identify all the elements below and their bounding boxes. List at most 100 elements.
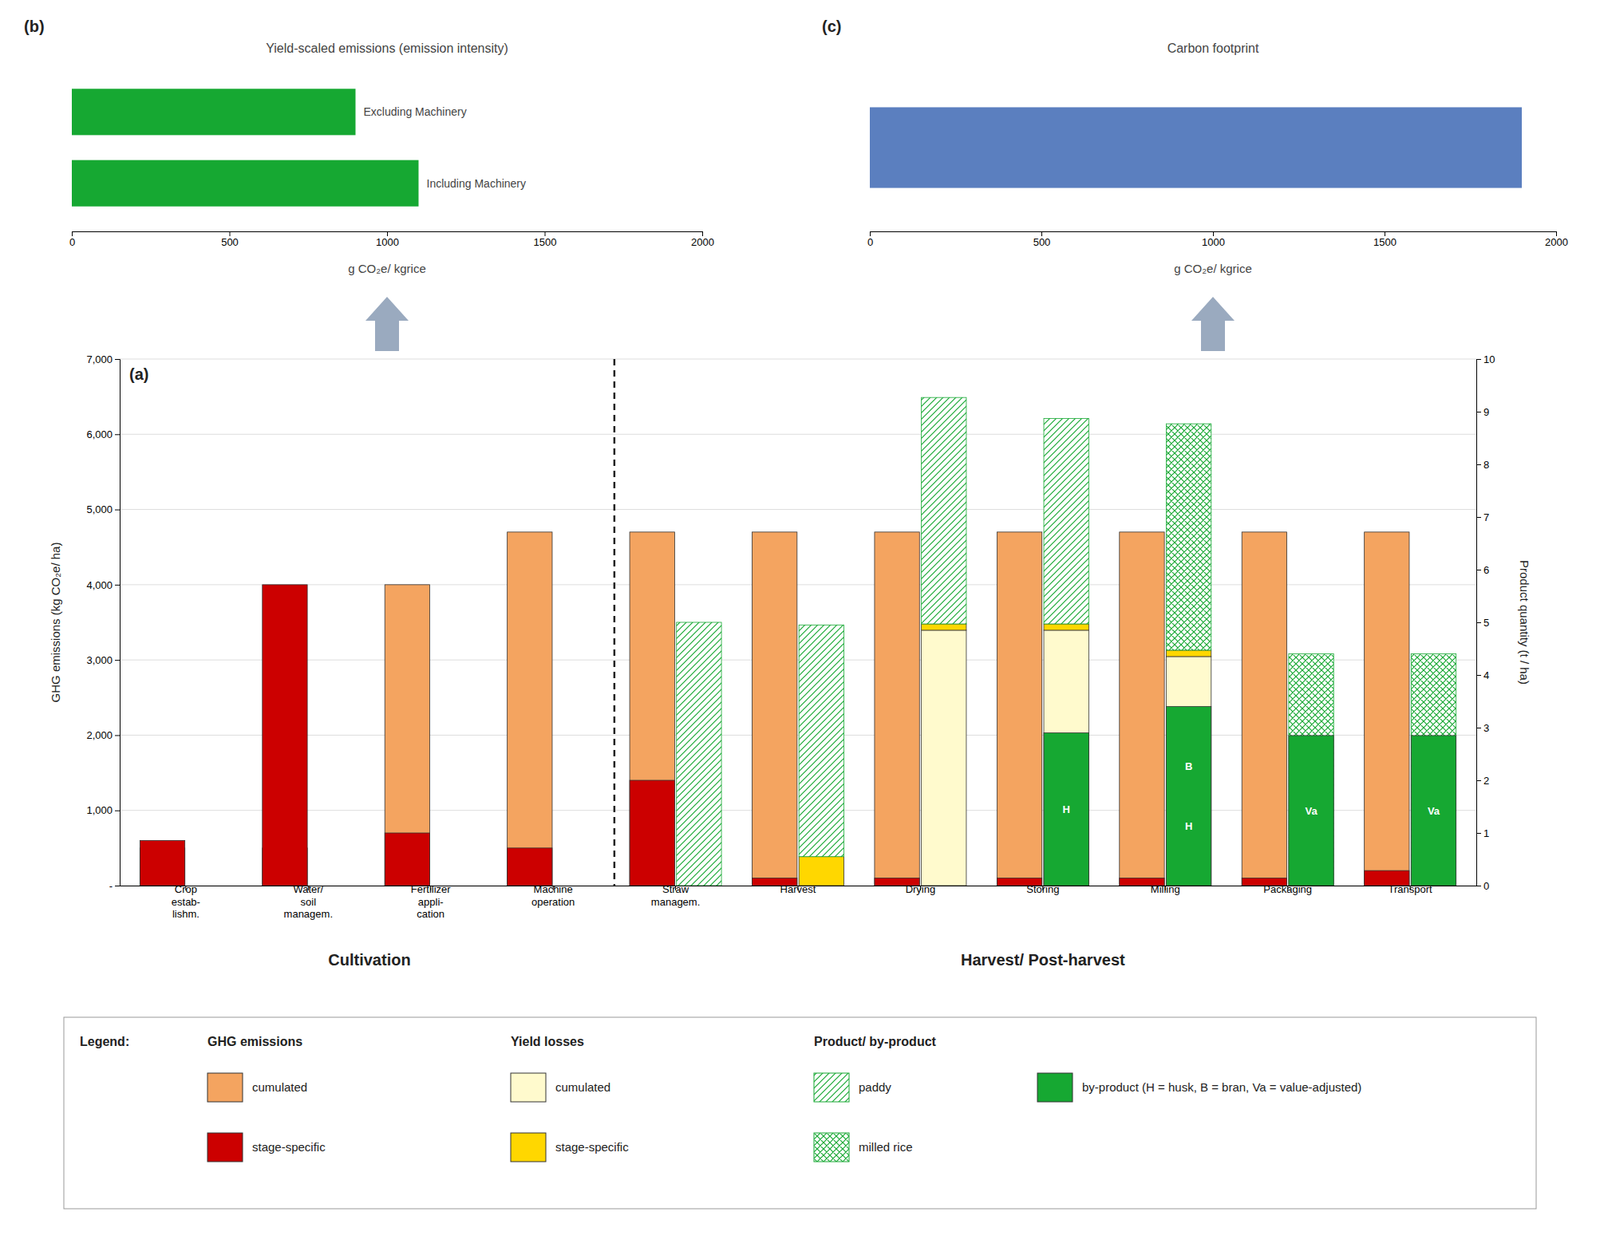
tick-label: Drying [905,883,937,896]
tick-label-line: Drying [905,883,937,896]
tick: 1500 [1373,231,1397,249]
tick-mark [114,584,120,586]
bar [1119,532,1165,886]
tick-label: 6,000 [86,428,113,441]
legend-swatch [207,1133,243,1162]
tick-label: Milling [1150,883,1181,896]
section-label: Cultivation [327,951,411,969]
chart-title: Yield-scaled emissions (emission intensi… [265,41,509,56]
tick: 1 [1476,827,1490,840]
tick-label: Cropestab-lishm. [171,883,201,921]
tick-label-line: managem. [651,896,700,909]
bar [139,840,185,886]
x-axis-title: g CO₂e/ kgrice [347,261,427,276]
tick-mark [1476,359,1482,360]
bar [1288,654,1334,886]
tick-label: 8 [1483,458,1490,471]
bar [996,532,1042,886]
bar [798,624,844,857]
bar [1043,418,1089,625]
axis: 0500100015002000 [69,231,715,249]
tick: 7 [1476,511,1490,524]
tick-mark [1476,411,1482,413]
legend-label: by-product (H = husk, B = bran, Va = val… [1082,1080,1362,1095]
tick: 1500 [533,231,558,249]
tick: 10 [1476,353,1495,366]
panel: HBHVaVaCropestab-lishm.Water/soilmanagem… [48,353,1532,969]
tick-label-line: managem. [284,908,333,921]
grid-line [119,509,1477,510]
bar-annotation: B [1185,760,1193,773]
bar [1410,654,1456,886]
legend-label: stage-specific [252,1140,326,1154]
bar [921,397,967,625]
tick-label-line: Storing [1026,883,1059,896]
axis: 0500100015002000 [867,231,1569,249]
tick-label: 2,000 [86,729,113,742]
tick-label: Transport [1388,883,1434,896]
legend-group-title: GHG emissions [207,1035,303,1049]
arrow [365,296,409,352]
tick: Milling [1150,883,1181,896]
axis-line [72,232,704,238]
tick: Machineoperation [531,883,575,909]
tick-mark [229,231,231,237]
bar [869,106,1522,188]
bar [921,624,967,631]
tick-mark [1556,231,1557,237]
tick-mark [114,509,120,511]
tick-label: 4 [1483,669,1490,682]
bar [629,532,675,886]
tick-label: 2000 [691,236,715,249]
bar [262,584,308,886]
tick-label: 6 [1483,564,1490,577]
tick-label: 1,000 [86,804,113,817]
bar [71,88,356,135]
bar [507,532,553,886]
tick-label: 3,000 [86,654,113,667]
axis: 012345678910 [1476,353,1495,893]
tick-label: 500 [221,236,239,249]
tick-label: - [109,880,113,893]
y2-axis-title: Product quantity (t / ha) [1517,560,1532,685]
bar [752,532,798,886]
tick: 9 [1476,406,1490,419]
bar [1043,733,1089,886]
plot-area [869,106,1522,188]
bar [1165,650,1211,657]
tick: 500 [1033,231,1051,249]
bar [921,630,967,886]
legend-swatch [1037,1073,1073,1103]
category-label: Excluding Machinery [363,105,467,119]
tick-mark [114,359,120,360]
tick-mark [71,231,73,237]
panel-label: (b) [23,17,45,36]
tick-label: 5 [1483,616,1490,629]
tick-label: 9 [1483,406,1490,419]
legend-group-title: Yield losses [510,1035,585,1049]
tick-label: 500 [1033,236,1051,249]
tick-label-line: Harvest [780,883,817,896]
tick: Packaging [1263,883,1312,896]
bar [71,160,419,207]
tick: - [109,880,120,893]
legend-swatch [813,1073,850,1103]
bar [1364,532,1410,886]
bar [1288,735,1334,886]
plot-area [139,397,1456,886]
chart-root: 0500100015002000Excluding MachineryInclu… [0,0,1600,1259]
legend-swatch [510,1073,546,1103]
legend-swatch [510,1133,546,1162]
legend-group-title: Product/ by-product [813,1035,937,1049]
tick: Strawmanagem. [651,883,700,909]
tick-mark [702,231,704,237]
grid-line [119,434,1477,435]
legend-swatch [207,1073,243,1103]
tick-mark [1476,517,1482,518]
tick-label: 1500 [1373,236,1397,249]
tick-label: 0 [867,236,874,249]
tick-label-line: estab- [171,896,201,909]
tick-label: Storing [1026,883,1059,896]
tick-mark [1041,231,1043,237]
tick: 1000 [1201,231,1225,249]
